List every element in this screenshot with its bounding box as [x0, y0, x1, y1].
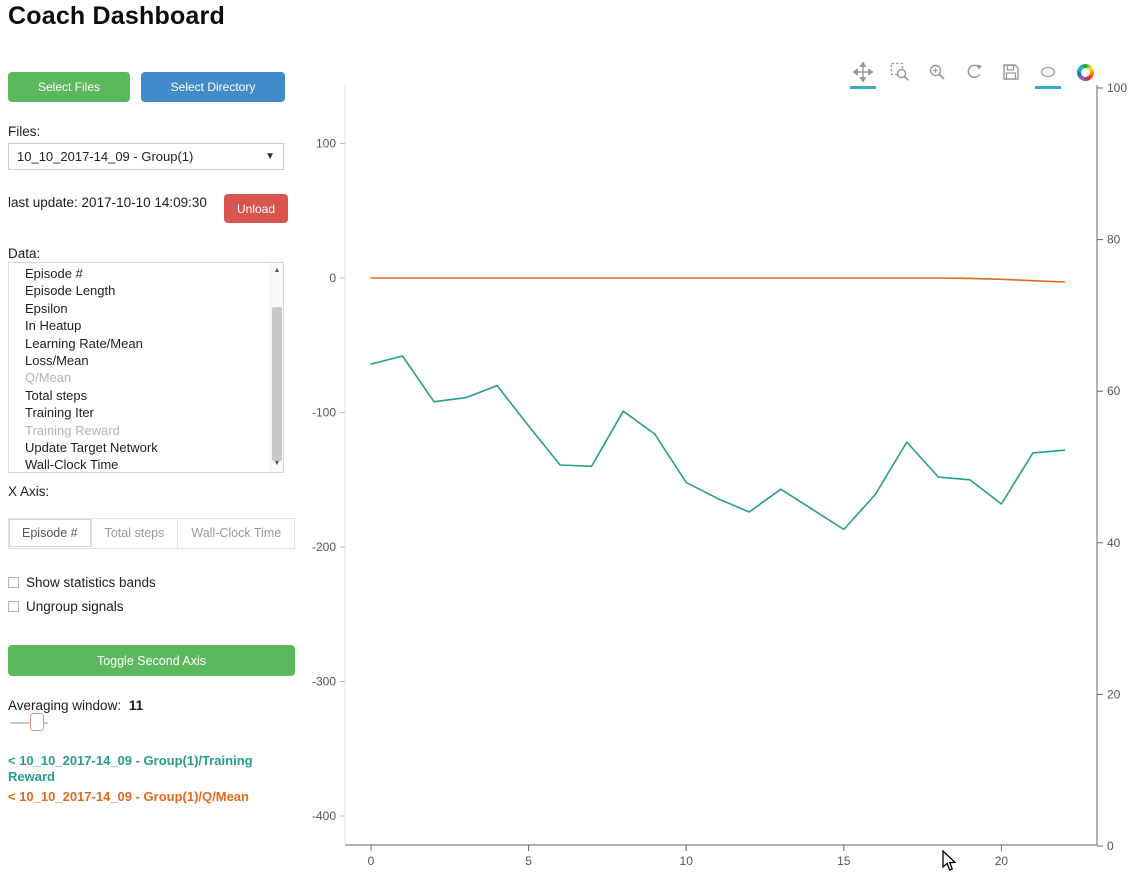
checkbox-label: Show statistics bands — [26, 575, 156, 590]
checkbox-group: Show statistics bands Ungroup signals — [8, 575, 156, 623]
data-list-item[interactable]: Learning Rate/Mean — [25, 335, 143, 351]
scrollbar-thumb[interactable] — [272, 307, 282, 461]
svg-text:60: 60 — [1107, 384, 1121, 398]
x-axis-tabs: Episode # Total steps Wall-Clock Time — [8, 518, 296, 549]
checkbox-row[interactable]: Ungroup signals — [8, 599, 156, 614]
plot-area: 0 5 10 15 20 100 0 -100 -200 -300 -400 100 80 60 40 20 0 — [300, 50, 1142, 881]
data-list-item[interactable]: Update Target Network — [25, 439, 158, 455]
svg-text:20: 20 — [995, 854, 1009, 868]
data-list-item[interactable]: Q/Mean — [25, 370, 72, 386]
scroll-up-icon[interactable]: ▲ — [273, 267, 281, 274]
data-list-item[interactable]: Loss/Mean — [25, 352, 89, 368]
svg-text:-400: -400 — [312, 809, 336, 823]
averaging-window-value: 11 — [128, 698, 144, 713]
svg-text:0: 0 — [368, 854, 375, 868]
x-axis-label: X Axis: — [8, 484, 50, 499]
svg-text:80: 80 — [1107, 233, 1121, 247]
averaging-slider[interactable] — [8, 713, 78, 733]
legend-item[interactable]: < 10_10_2017-14_09 - Group(1)/Q/Mean — [8, 788, 249, 804]
chevron-down-icon: ▼ — [265, 151, 275, 162]
data-list-item[interactable]: Epsilon — [25, 300, 68, 316]
series-q-mean — [370, 277, 1066, 283]
data-list-item[interactable]: Episode # — [25, 266, 83, 281]
unload-button[interactable]: Unload — [224, 194, 288, 223]
checkbox-icon[interactable] — [8, 577, 19, 588]
box-zoom-icon[interactable] — [888, 60, 912, 84]
bokeh-logo[interactable] — [1073, 60, 1097, 84]
files-select-value: 10_10_2017-14_09 - Group(1) — [17, 149, 194, 164]
slider-handle[interactable] — [30, 713, 44, 731]
series-training-reward — [370, 355, 1066, 531]
tab-wall-clock-time[interactable]: Wall-Clock Time — [178, 519, 295, 548]
select-directory-button[interactable]: Select Directory — [141, 72, 285, 102]
svg-text:20: 20 — [1107, 687, 1121, 701]
svg-text:100: 100 — [316, 137, 336, 151]
files-select[interactable]: 10_10_2017-14_09 - Group(1) ▼ — [8, 143, 284, 170]
data-listbox[interactable]: Episode # Episode Length Epsilon In Heatup L… — [8, 262, 284, 473]
svg-text:-100: -100 — [312, 406, 336, 420]
page-title: Coach Dashboard — [8, 2, 225, 30]
toggle-second-axis-button[interactable]: Toggle Second Axis — [8, 645, 295, 676]
svg-text:40: 40 — [1107, 536, 1121, 550]
files-label: Files: — [8, 124, 41, 139]
svg-text:0: 0 — [329, 271, 336, 285]
save-icon[interactable] — [999, 60, 1023, 84]
slider-track — [10, 722, 48, 724]
data-list-item[interactable]: Training Reward — [25, 422, 120, 438]
checkbox-row[interactable]: Show statistics bands — [8, 575, 156, 590]
listbox-scrollbar[interactable]: ▲ ▼ — [270, 263, 283, 472]
chart[interactable]: 0 5 10 15 20 100 0 -100 -200 -300 -400 100 80 60 40 20 0 — [300, 50, 1142, 881]
pan-icon[interactable] — [850, 60, 876, 89]
data-list-item[interactable]: Training Iter — [25, 405, 94, 421]
reset-icon[interactable] — [962, 60, 986, 84]
svg-text:-200: -200 — [312, 540, 336, 554]
averaging-window-label: Averaging window: — [8, 698, 122, 713]
select-files-button[interactable]: Select Files — [8, 72, 130, 102]
wheel-zoom-icon[interactable] — [925, 60, 949, 84]
data-list-item[interactable]: Total steps — [25, 387, 88, 403]
svg-text:10: 10 — [680, 854, 694, 868]
checkbox-icon[interactable] — [8, 601, 19, 612]
data-list-item[interactable]: Episode Length — [25, 283, 116, 299]
svg-text:15: 15 — [837, 854, 851, 868]
data-list-item[interactable]: Wall-Clock Time — [25, 457, 119, 473]
svg-text:100: 100 — [1107, 81, 1127, 95]
svg-text:0: 0 — [1107, 839, 1114, 853]
legend-item[interactable]: < 10_10_2017-14_09 - Group(1)/Training R… — [8, 753, 253, 785]
svg-text:-300: -300 — [312, 675, 336, 689]
averaging-window-row: Averaging window: 11 — [8, 698, 143, 713]
last-update-text: last update: 2017-10-10 14:09:30 — [8, 195, 207, 210]
plot-toolbar — [850, 60, 1097, 89]
checkbox-label: Ungroup signals — [26, 599, 124, 614]
svg-text:5: 5 — [525, 854, 532, 868]
tab-total-steps[interactable]: Total steps — [91, 519, 179, 548]
scroll-down-icon[interactable]: ▼ — [273, 460, 281, 467]
data-listbox-items: Episode # Episode Length Epsilon In Heatup L… — [9, 265, 269, 473]
sidebar: Select Files Select Directory Files: 10_… — [0, 0, 300, 881]
legend: < 10_10_2017-14_09 - Group(1)/Training R… — [8, 753, 296, 808]
hover-icon[interactable] — [1035, 60, 1061, 89]
tab-episode-[interactable]: Episode # — [9, 519, 92, 548]
data-list-item[interactable]: In Heatup — [25, 318, 82, 334]
data-label: Data: — [8, 246, 41, 261]
